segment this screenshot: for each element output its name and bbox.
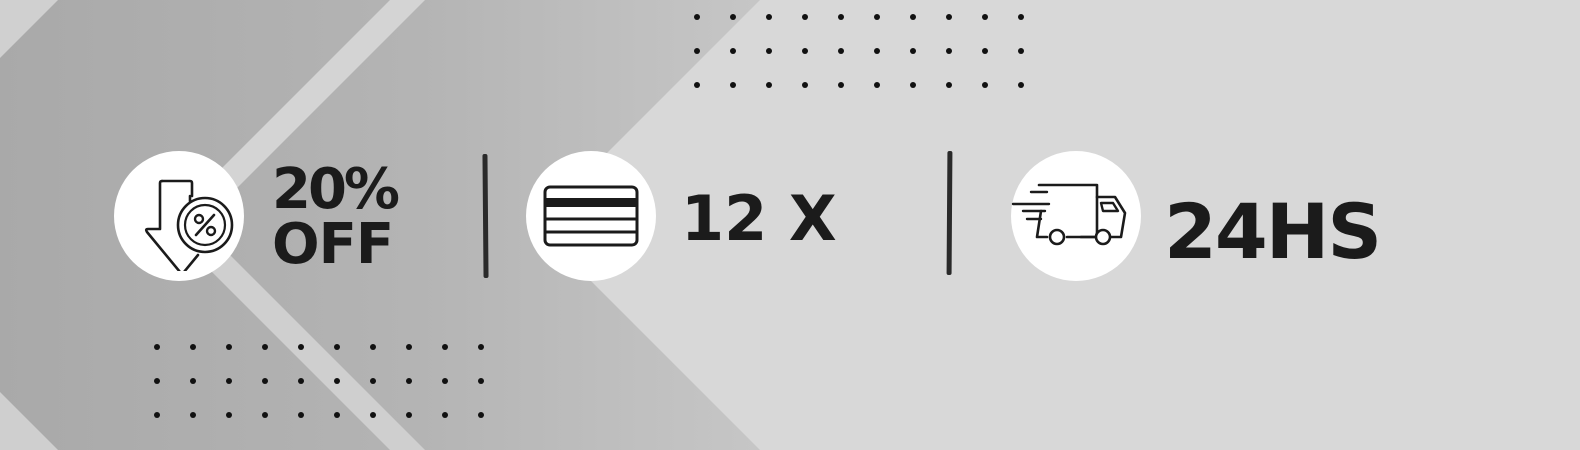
pattern-dot <box>154 344 160 350</box>
pattern-dot <box>874 14 880 20</box>
discount-badge <box>114 151 244 281</box>
pattern-dot <box>406 412 412 418</box>
dot-pattern-bottom <box>154 344 484 418</box>
pattern-dot <box>298 378 304 384</box>
divider-right <box>946 150 953 276</box>
pattern-dot <box>694 14 700 20</box>
pattern-dot <box>838 14 844 20</box>
pattern-dot <box>874 48 880 54</box>
pattern-dot <box>154 412 160 418</box>
pattern-dot <box>334 344 340 350</box>
pattern-dot <box>370 412 376 418</box>
pattern-dot <box>226 344 232 350</box>
dot-pattern-top <box>694 14 1024 88</box>
discount-off-label: OFF <box>272 212 394 277</box>
pattern-dot <box>946 14 952 20</box>
background-shade-polygon <box>0 0 760 450</box>
pattern-dot <box>478 344 484 350</box>
pattern-dot <box>910 14 916 20</box>
pattern-dot <box>406 344 412 350</box>
shipping-badge <box>1011 151 1141 281</box>
pattern-dot <box>838 48 844 54</box>
installments-badge <box>526 151 656 281</box>
pattern-dot <box>298 412 304 418</box>
pattern-dot <box>262 412 268 418</box>
pattern-dot <box>442 412 448 418</box>
pattern-dot <box>190 412 196 418</box>
pattern-dot <box>838 82 844 88</box>
pattern-dot <box>910 82 916 88</box>
discount-arrow-icon <box>144 179 234 271</box>
delivery-truck-icon <box>1011 183 1127 246</box>
pattern-dot <box>226 412 232 418</box>
pattern-dot <box>982 14 988 20</box>
pattern-dot <box>334 412 340 418</box>
pattern-dot <box>766 14 772 20</box>
pattern-dot <box>154 378 160 384</box>
pattern-dot <box>334 378 340 384</box>
background-corner-top <box>0 0 58 58</box>
background-stripe-top <box>195 0 425 195</box>
background-corner-bottom <box>0 392 58 450</box>
pattern-dot <box>694 82 700 88</box>
credit-card-icon <box>543 185 639 247</box>
background-stripe-bottom <box>195 255 425 450</box>
pattern-dot <box>802 48 808 54</box>
pattern-dot <box>1018 82 1024 88</box>
pattern-dot <box>694 48 700 54</box>
pattern-dot <box>226 378 232 384</box>
pattern-dot <box>442 378 448 384</box>
pattern-dot <box>874 82 880 88</box>
pattern-dot <box>1018 14 1024 20</box>
pattern-dot <box>910 48 916 54</box>
pattern-dot <box>478 412 484 418</box>
pattern-dot <box>298 344 304 350</box>
pattern-dot <box>370 378 376 384</box>
pattern-dot <box>478 378 484 384</box>
pattern-dot <box>766 48 772 54</box>
pattern-dot <box>190 344 196 350</box>
pattern-dot <box>802 82 808 88</box>
pattern-dot <box>190 378 196 384</box>
pattern-dot <box>730 14 736 20</box>
pattern-dot <box>262 378 268 384</box>
shipping-label: 24HS <box>1164 187 1382 276</box>
pattern-dot <box>406 378 412 384</box>
pattern-dot <box>442 344 448 350</box>
pattern-dot <box>262 344 268 350</box>
installments-label: 12 X <box>681 182 837 255</box>
pattern-dot <box>766 82 772 88</box>
pattern-dot <box>370 344 376 350</box>
pattern-dot <box>946 48 952 54</box>
pattern-dot <box>730 82 736 88</box>
divider-left <box>482 153 489 279</box>
pattern-dot <box>982 48 988 54</box>
discount-percent-label: 20% <box>272 157 400 222</box>
pattern-dot <box>946 82 952 88</box>
pattern-dot <box>730 48 736 54</box>
pattern-dot <box>1018 48 1024 54</box>
pattern-dot <box>982 82 988 88</box>
pattern-dot <box>802 14 808 20</box>
